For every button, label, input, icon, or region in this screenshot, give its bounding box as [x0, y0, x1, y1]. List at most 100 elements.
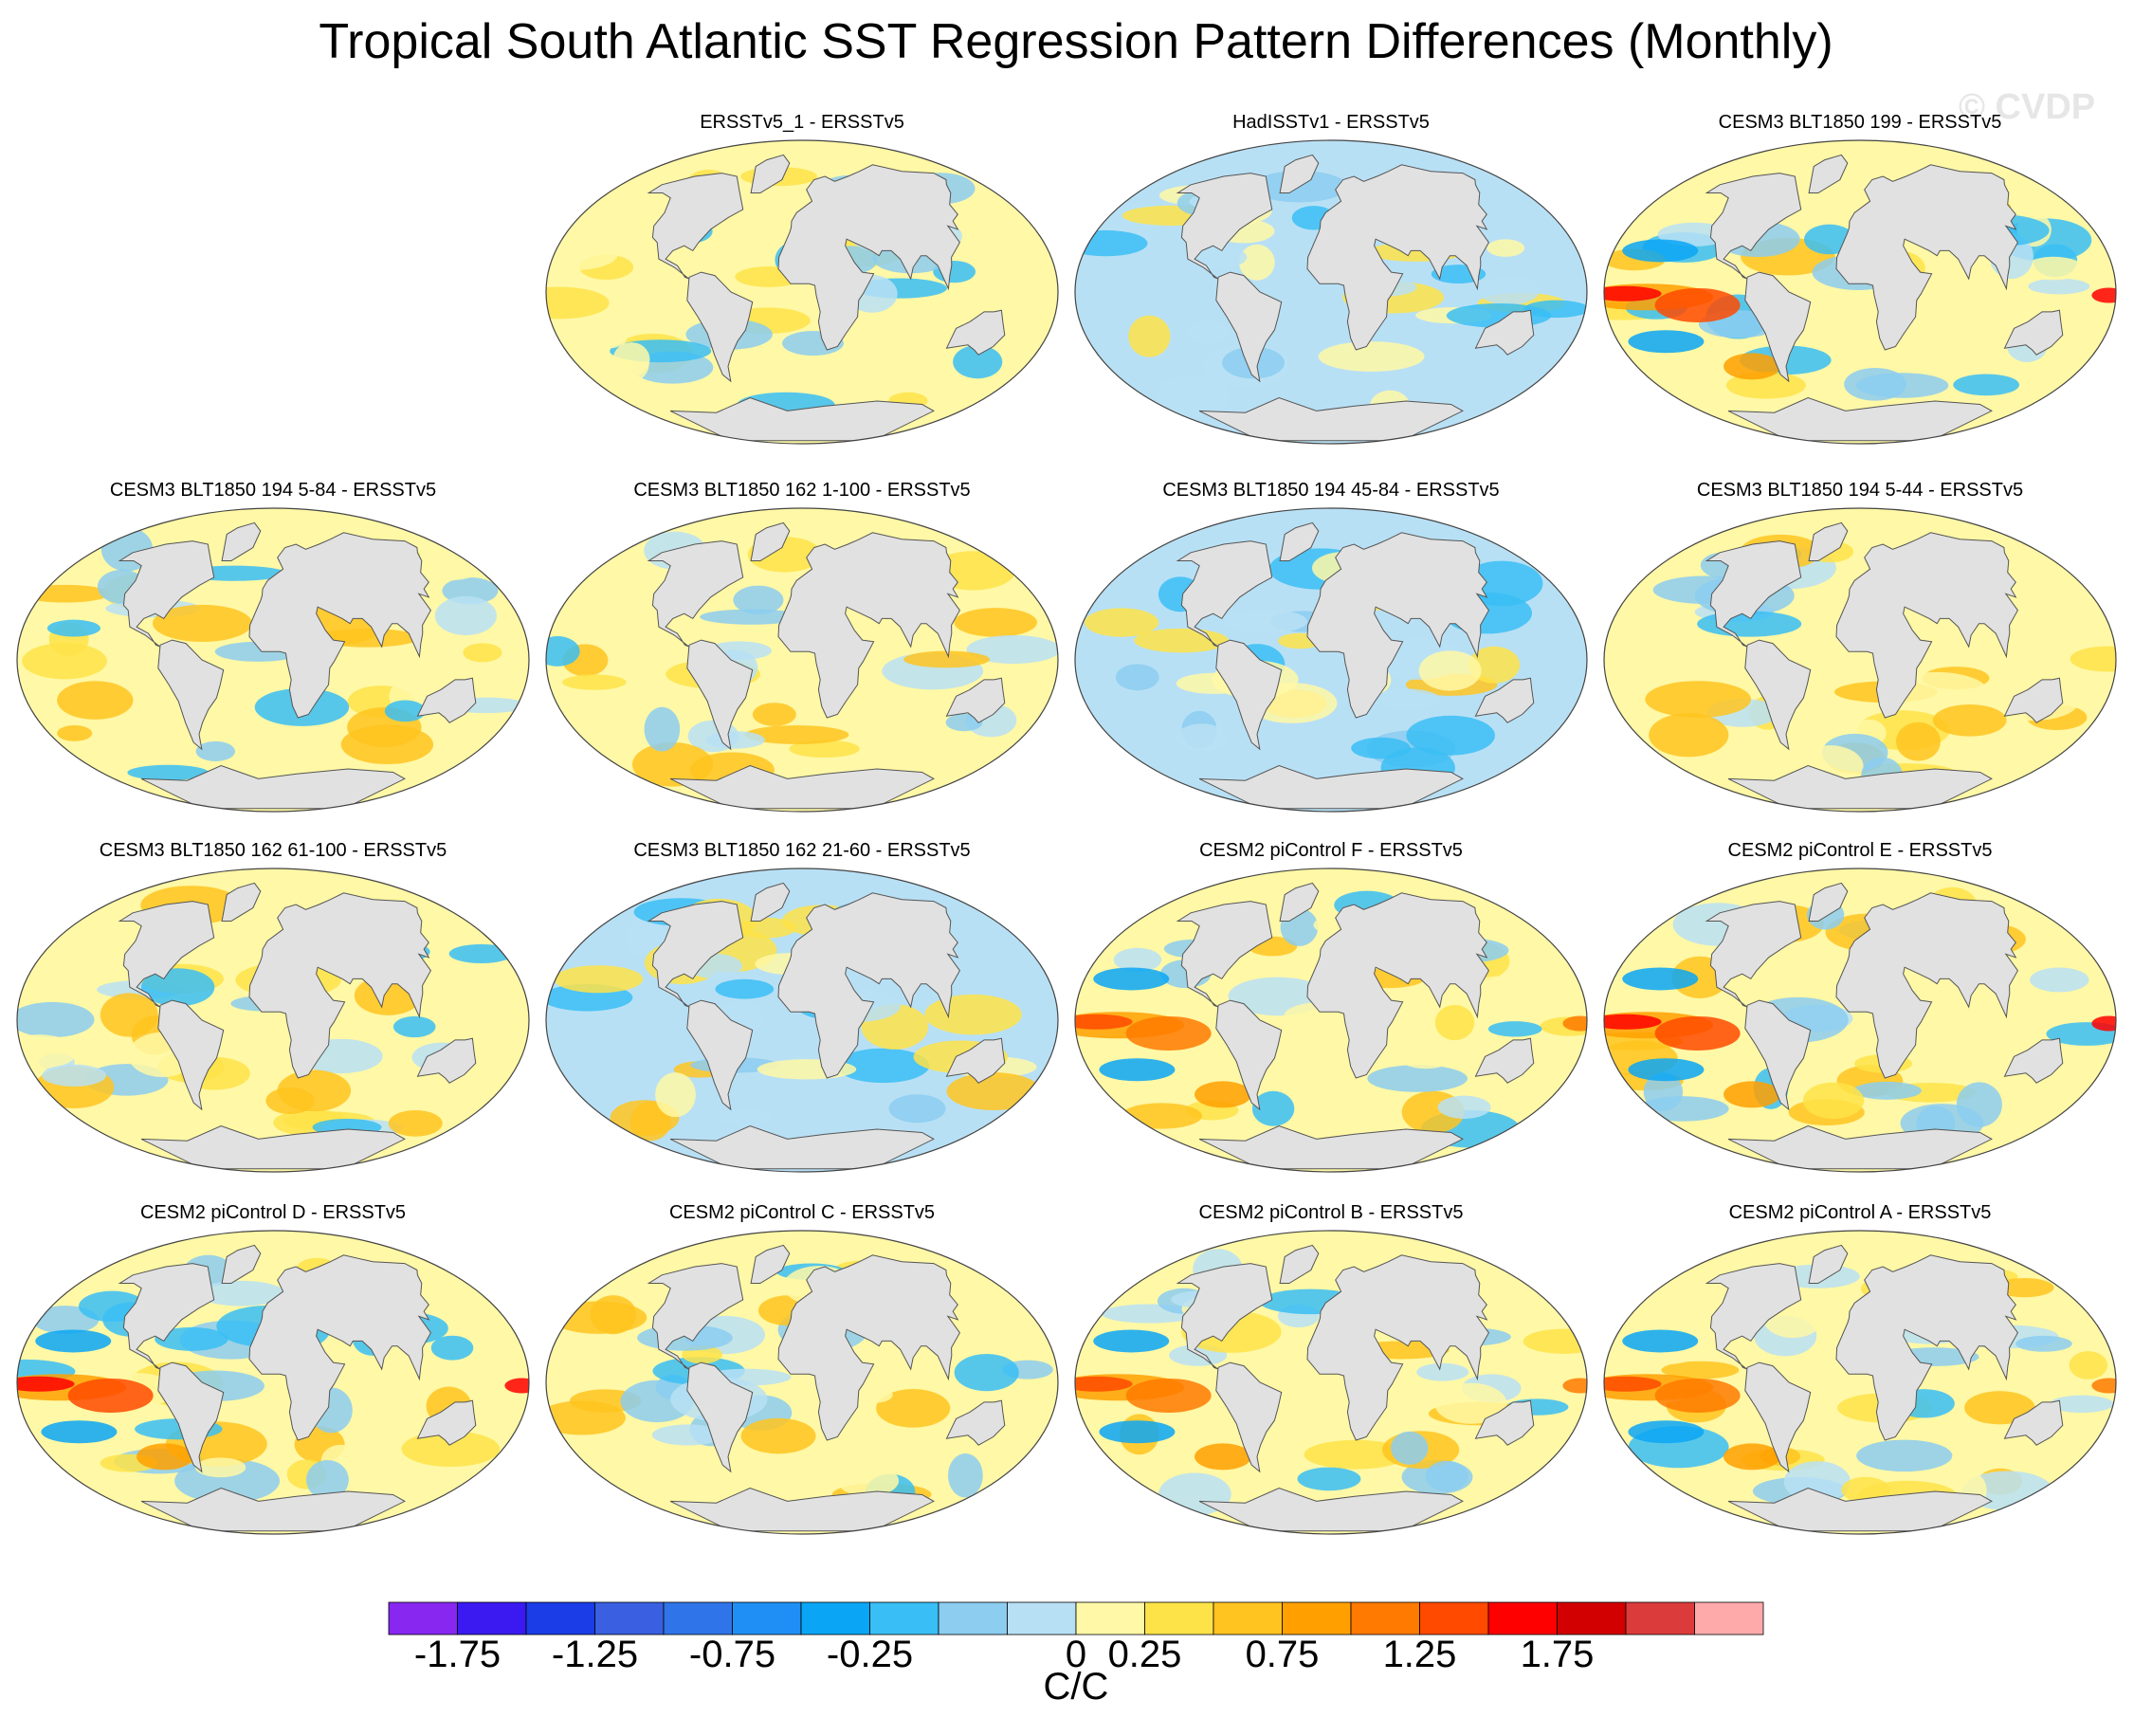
anomaly-contour	[42, 1064, 106, 1087]
anomaly-contour	[1367, 1065, 1468, 1092]
land-australia	[416, 1399, 477, 1446]
land-greenland	[1808, 882, 1849, 922]
land-greenland	[1279, 882, 1320, 922]
anomaly-contour	[1487, 1021, 1542, 1037]
world-map	[16, 507, 530, 813]
land-greenland	[750, 882, 791, 922]
anomaly-contour	[155, 1326, 228, 1351]
panel-title: CESM3 BLT1850 162 1-100 - ERSSTv5	[633, 480, 971, 501]
anomaly-contour	[20, 584, 110, 603]
colorbar-swatch	[800, 1601, 870, 1635]
anomaly-contour	[340, 724, 434, 765]
anomaly-contour	[946, 1072, 1042, 1110]
land-south-america	[1744, 271, 1812, 383]
land-greenland	[1279, 521, 1320, 561]
anomaly-contour	[1844, 367, 1906, 401]
anomaly-contour	[1622, 967, 1699, 991]
land-north-america	[1176, 173, 1273, 280]
land-australia	[1474, 677, 1535, 723]
colorbar-swatch	[1007, 1601, 1077, 1635]
anomaly-contour	[1896, 722, 1941, 761]
anomaly-contour	[1351, 737, 1411, 759]
anomaly-contour	[1373, 688, 1441, 711]
land-australia	[1474, 309, 1535, 356]
land-south-america	[157, 639, 225, 751]
anomaly-contour	[1434, 1382, 1507, 1424]
land-eurasia-africa	[777, 892, 960, 1079]
anomaly-contour	[1604, 1376, 1662, 1392]
map-border	[545, 868, 1059, 1173]
colorbar-swatch	[1075, 1601, 1145, 1635]
anomaly-contour	[1195, 1081, 1252, 1108]
land-eurasia-africa	[248, 1254, 431, 1441]
colorbar-swatch	[1282, 1601, 1352, 1635]
anomaly-contour	[1416, 1362, 1469, 1381]
map-panel: CESM3 BLT1850 162 21-60 - ERSSTv5	[537, 840, 1067, 1181]
anomaly-contour	[305, 1459, 349, 1500]
anomaly-contour	[2091, 287, 2116, 303]
anomaly-contour	[966, 634, 1058, 665]
land-north-america	[1705, 901, 1802, 1008]
anomaly-contour	[1990, 1106, 2060, 1125]
anomaly-contour	[1406, 715, 1495, 756]
anomaly-contour	[562, 674, 627, 690]
land-australia	[945, 309, 1006, 356]
anomaly-contour	[740, 1417, 816, 1454]
anomaly-contour	[67, 1378, 154, 1413]
land-eurasia-africa	[777, 164, 960, 351]
anomaly-contour	[108, 630, 161, 660]
page-title: Tropical South Atlantic SST Regression P…	[319, 14, 1833, 69]
map-border	[16, 868, 530, 1173]
world-map	[545, 868, 1059, 1173]
panel-title: CESM2 piControl B - ERSSTv5	[1198, 1202, 1464, 1223]
anomaly-contour	[837, 1465, 900, 1497]
anomaly-contour	[1802, 1082, 1865, 1120]
anomaly-contour	[1723, 1081, 1781, 1108]
panel-title: CESM3 BLT1850 194 5-44 - ERSSTv5	[1696, 480, 2024, 501]
land-eurasia-africa	[1835, 1254, 2018, 1441]
world-map	[1603, 1230, 2117, 1535]
anomaly-contour	[1628, 1420, 1705, 1444]
land-north-america	[1705, 173, 1802, 280]
colorbar-swatch	[1625, 1601, 1695, 1635]
anomaly-contour	[137, 1443, 194, 1471]
anomaly-contour	[838, 1435, 887, 1453]
map-border	[16, 507, 530, 813]
anomaly-contour	[888, 1094, 946, 1124]
land-north-america	[1176, 540, 1273, 648]
anomaly-contour	[945, 713, 983, 732]
map-border	[1603, 868, 2117, 1173]
anomaly-contour	[700, 609, 803, 625]
land-antarctica	[669, 764, 935, 810]
land-eurasia-africa	[1306, 532, 1489, 719]
map-border	[1074, 139, 1588, 445]
land-australia	[2003, 1037, 2064, 1084]
anomaly-contour	[1418, 650, 1482, 691]
land-north-america	[118, 901, 215, 1008]
colorbar-tick-label: 0	[1066, 1634, 1086, 1669]
map-border	[1074, 1230, 1588, 1535]
anomaly-contour	[35, 1329, 112, 1353]
anomaly-contour	[2070, 646, 2116, 672]
land-south-america	[1744, 1361, 1812, 1473]
panel-title: CESM3 BLT1850 162 21-60 - ERSSTv5	[633, 840, 971, 861]
colorbar-swatch	[732, 1601, 802, 1635]
map-border	[1074, 868, 1588, 1173]
colorbar-swatch	[388, 1601, 458, 1635]
land-eurasia-africa	[777, 532, 960, 719]
world-map	[1074, 139, 1588, 445]
anomaly-contour	[1084, 608, 1159, 637]
land-antarctica	[1198, 1124, 1464, 1170]
map-panel: CESM2 piControl C - ERSSTv5	[537, 1202, 1067, 1544]
map-panel: CESM3 BLT1850 194 5-84 - ERSSTv5	[8, 480, 538, 821]
land-eurasia-africa	[248, 532, 431, 719]
anomaly-contour	[1628, 1058, 1705, 1082]
anomaly-contour	[1304, 1439, 1408, 1470]
anomaly-contour	[1856, 1439, 1953, 1472]
anomaly-contour	[1622, 239, 1699, 263]
land-eurasia-africa	[1306, 1254, 1489, 1441]
colorbar-swatch	[457, 1601, 527, 1635]
anomaly-contour	[1562, 1378, 1587, 1394]
colorbar-swatch	[1213, 1601, 1283, 1635]
anomaly-contour	[1099, 1420, 1176, 1444]
